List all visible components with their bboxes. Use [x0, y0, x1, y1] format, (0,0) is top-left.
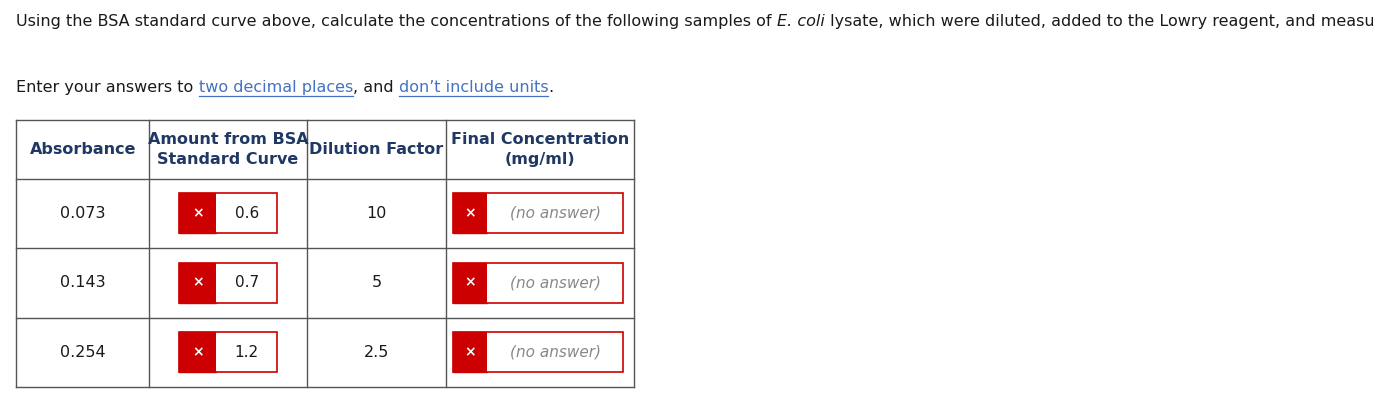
Text: 10: 10	[367, 206, 387, 221]
Text: ×: ×	[464, 206, 476, 220]
Text: ×: ×	[192, 345, 203, 359]
Text: ×: ×	[464, 276, 476, 290]
Text: .: .	[548, 80, 553, 95]
Text: ×: ×	[192, 206, 203, 220]
Text: ×: ×	[192, 276, 203, 290]
Text: 2.5: 2.5	[364, 345, 389, 360]
Text: two decimal places: two decimal places	[199, 80, 353, 95]
Text: 0.7: 0.7	[235, 275, 258, 290]
Text: lysate, which were diluted, added to the Lowry reagent, and measured.: lysate, which were diluted, added to the…	[825, 14, 1373, 29]
Text: 0.6: 0.6	[235, 206, 258, 221]
Text: 0.254: 0.254	[60, 345, 106, 360]
Text: (no answer): (no answer)	[509, 206, 600, 221]
Text: E. coli: E. coli	[777, 14, 825, 29]
Text: 1.2: 1.2	[235, 345, 258, 360]
Text: Final Concentration
(mg/ml): Final Concentration (mg/ml)	[450, 132, 629, 166]
Text: don’t include units: don’t include units	[398, 80, 548, 95]
Text: (no answer): (no answer)	[509, 345, 600, 360]
Text: Enter your answers to: Enter your answers to	[16, 80, 199, 95]
Text: , and: , and	[353, 80, 398, 95]
Text: (no answer): (no answer)	[509, 275, 600, 290]
Text: 0.073: 0.073	[60, 206, 106, 221]
Text: ×: ×	[464, 345, 476, 359]
Text: 0.143: 0.143	[60, 275, 106, 290]
Text: Dilution Factor: Dilution Factor	[309, 142, 443, 156]
Text: Absorbance: Absorbance	[30, 142, 136, 156]
Text: Using the BSA standard curve above, calculate the concentrations of the followin: Using the BSA standard curve above, calc…	[16, 14, 777, 29]
Text: Amount from BSA
Standard Curve: Amount from BSA Standard Curve	[148, 132, 309, 166]
Text: 5: 5	[371, 275, 382, 290]
